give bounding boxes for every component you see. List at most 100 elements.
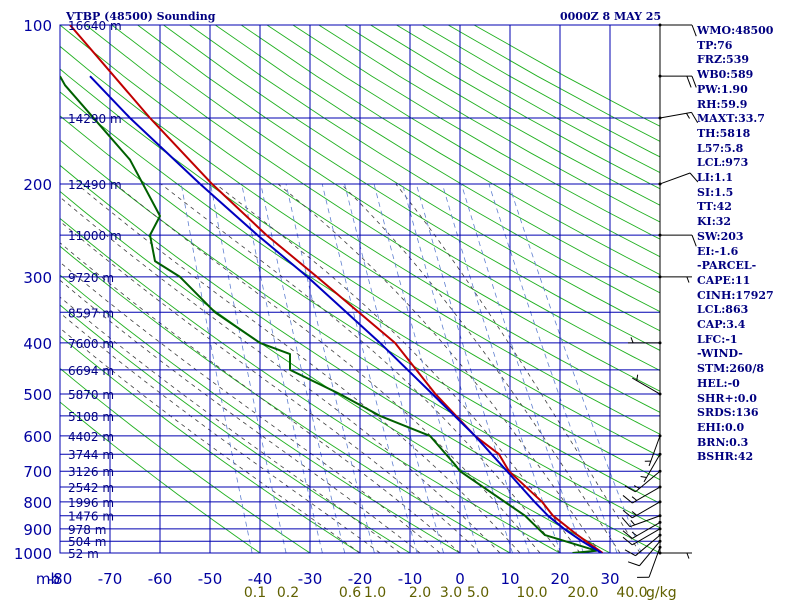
index-line: SI:1.5 — [697, 185, 734, 199]
index-line: LI:1.1 — [697, 171, 734, 185]
wind-barb — [658, 172, 699, 186]
height-label: 12490 m — [68, 178, 122, 192]
height-label: 504 m — [68, 535, 106, 549]
height-label: 5870 m — [68, 388, 114, 402]
mixing-ratio-tick-label: 1.0 — [364, 585, 386, 600]
index-line: MAXT:33.7 — [697, 112, 765, 126]
mixing-ratio-tick-label: 40.0 — [616, 585, 647, 600]
height-label: 3126 m — [68, 465, 114, 479]
temperature-line — [69, 25, 604, 553]
wind-barb — [622, 485, 662, 504]
moist-adiabat — [215, 183, 581, 553]
height-label: 3744 m — [68, 448, 114, 462]
wind-barb — [637, 545, 662, 578]
wind-barb — [622, 500, 662, 519]
index-line: TH:5818 — [697, 126, 751, 140]
isobars — [59, 24, 661, 554]
index-line: RH:59.9 — [697, 97, 748, 111]
height-label: 1476 m — [68, 510, 114, 524]
mixing-ratio-line — [402, 183, 513, 553]
mixing-ratio-line — [508, 183, 642, 553]
temperature-tick-label: -70 — [98, 570, 123, 588]
isotherms — [60, 25, 611, 553]
wind-profile — [621, 23, 699, 578]
height-label: 9720 m — [68, 271, 114, 285]
index-line: LCL:863 — [697, 303, 749, 317]
moist-adiabat — [277, 183, 601, 553]
temperature-tick-label: -60 — [148, 570, 173, 588]
dry-adiabat — [60, 304, 411, 553]
mixing-ratio-tick-label: 2.0 — [409, 585, 431, 600]
pressure-tick-label: 700 — [23, 463, 52, 481]
moist-adiabat — [76, 183, 521, 553]
index-line: WB0:589 — [697, 68, 754, 82]
index-line: EI:-1.6 — [697, 244, 739, 258]
index-line: STM:260/8 — [697, 362, 764, 376]
temperature-tick-label: 20 — [550, 570, 569, 588]
mixing-ratio-line — [260, 183, 346, 553]
mixing-ratio-line — [441, 183, 561, 553]
wind-barb — [658, 23, 697, 37]
index-line: FRZ:539 — [697, 53, 750, 67]
wind-barb — [621, 514, 662, 528]
wind-barb — [628, 337, 662, 345]
wind-barb — [627, 539, 662, 567]
height-label: 7600 m — [68, 337, 114, 351]
chart-title: VTBP (48500) Sounding — [65, 10, 216, 23]
wind-barb — [658, 233, 697, 247]
index-line: PW:1.90 — [697, 82, 748, 96]
mixing-ratio-tick-label: 0.2 — [277, 585, 299, 600]
temperature-tick-label: -30 — [298, 570, 323, 588]
height-label: 1996 m — [68, 496, 114, 510]
dry-adiabat — [60, 25, 660, 413]
wind-barb — [658, 111, 699, 123]
wind-barb — [658, 74, 697, 88]
moist-adiabat — [60, 279, 421, 553]
temperature-tick-label: -50 — [198, 570, 223, 588]
pressure-tick-label: 500 — [23, 386, 52, 404]
wind-barb — [640, 452, 662, 483]
temperature-tick-label: -10 — [398, 570, 423, 588]
wind-barb — [622, 520, 662, 539]
wind-barb — [658, 551, 692, 559]
mixing-ratio-tick-label: 3.0 — [440, 585, 462, 600]
wind-barb — [658, 275, 692, 283]
mixing-ratio-line — [285, 183, 375, 553]
chart-time: 0000Z 8 MAY 25 — [560, 10, 661, 23]
index-line: LFC:-1 — [697, 332, 738, 346]
parcel-line — [89, 75, 603, 553]
mixing-ratio-tick-label: 10.0 — [516, 585, 547, 600]
height-label: 16640 m — [68, 19, 122, 33]
mixing-ratio-tick-label: 0.6 — [339, 585, 361, 600]
height-label: 8597 m — [68, 306, 114, 320]
wind-barb — [624, 533, 662, 557]
dry-adiabats — [60, 25, 660, 553]
index-line: SHR+:0.0 — [697, 391, 757, 405]
moist-adiabat — [60, 220, 481, 553]
height-label: 2542 m — [68, 481, 114, 495]
pressure-tick-label: 900 — [23, 521, 52, 539]
height-label: 978 m — [68, 523, 106, 537]
index-line: WMO:48500 — [697, 24, 774, 37]
temperature-tick-label: 0 — [455, 570, 465, 588]
mixing-ratio-tick-label: 20.0 — [567, 585, 598, 600]
index-line: LCL:973 — [697, 156, 749, 170]
pressure-tick-label: 400 — [23, 335, 52, 353]
index-line: CAPE:11 — [697, 273, 751, 287]
mixing-ratio-tick-label: 0.1 — [244, 585, 266, 600]
moist-adiabat — [60, 242, 461, 553]
temperature-tick-label: -80 — [48, 570, 73, 588]
mixing-ratio-unit: g/kg — [646, 585, 677, 600]
pressure-tick-label: 800 — [23, 494, 52, 512]
index-line: SW:203 — [697, 229, 744, 243]
dewpoint-line — [60, 75, 598, 553]
index-line: SRDS:136 — [697, 406, 759, 420]
mixing-ratio-lines — [180, 183, 642, 553]
mixing-ratio-line — [415, 183, 530, 553]
mixing-ratio-line — [373, 183, 479, 553]
mixing-ratio-line — [460, 183, 584, 553]
wind-barb — [644, 434, 662, 467]
dry-adiabat — [60, 335, 361, 553]
wind-barb — [624, 469, 662, 493]
moist-adiabat — [60, 327, 361, 553]
